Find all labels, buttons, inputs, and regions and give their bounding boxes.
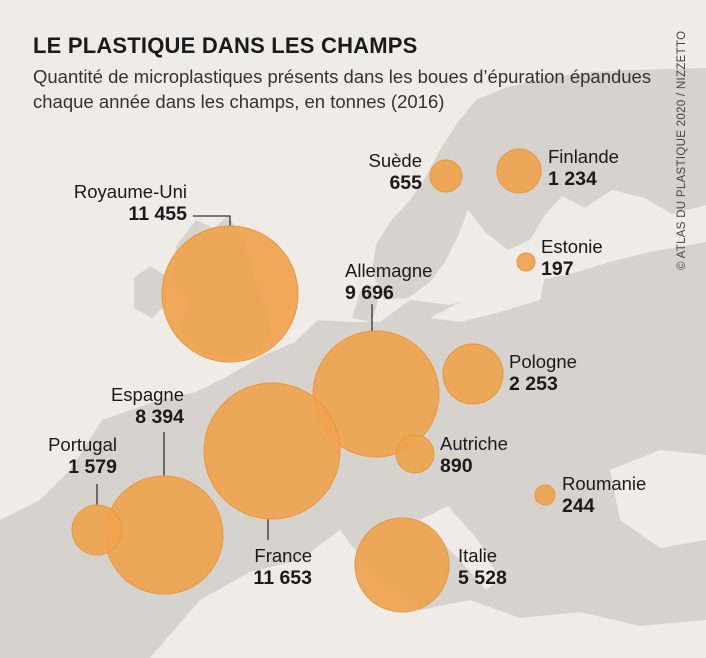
country-name: Royaume-Uni (73, 181, 187, 202)
bubble-royaume-uni (161, 225, 299, 363)
bubble-roumanie (534, 484, 556, 506)
label-roumanie: Roumanie 244 (562, 473, 646, 518)
bubbles (71, 148, 556, 613)
label-allemagne: Allemagne 9 696 (345, 260, 432, 305)
ireland-land (134, 266, 166, 318)
country-value: 890 (440, 455, 473, 477)
mediterranean-sea (150, 530, 706, 658)
country-name: Allemagne (345, 260, 433, 281)
country-name: Espagne (110, 384, 184, 405)
bubble-pologne (442, 343, 504, 405)
country-value: 11 653 (253, 567, 312, 589)
baltic-sea (430, 250, 548, 322)
scandinavia-land (372, 68, 706, 300)
country-name: Suède (368, 150, 423, 171)
bubble-portugal (71, 504, 123, 556)
country-value: 197 (541, 258, 574, 280)
label-pologne: Pologne 2 253 (509, 351, 577, 396)
label-finlande: Finlande 1 234 (548, 146, 619, 191)
label-autriche: Autriche 890 (440, 433, 508, 478)
country-name: Estonie (541, 236, 603, 257)
country-value: 2 253 (509, 373, 558, 395)
country-value: 8 394 (135, 406, 184, 428)
country-value: 655 (389, 172, 422, 194)
country-value: 9 696 (345, 282, 394, 304)
country-value: 244 (562, 495, 595, 517)
bubble-suede (429, 159, 463, 193)
label-estonie: Estonie 197 (541, 236, 603, 281)
adriatic-sea (420, 506, 500, 590)
label-france: France 11 653 (200, 545, 312, 590)
seas (150, 250, 706, 658)
country-value: 5 528 (458, 567, 507, 589)
label-portugal: Portugal 1 579 (20, 434, 117, 479)
leader-line-royaume-uni (193, 215, 231, 226)
country-name: Portugal (48, 434, 117, 455)
credit-text: © ATLAS DU PLASTIQUE 2020 / NIZZETTO (676, 30, 688, 270)
country-name: Pologne (509, 351, 577, 372)
country-name: Autriche (440, 433, 508, 454)
country-name: Italie (458, 545, 498, 566)
country-name: Finlande (548, 146, 619, 167)
page-title: LE PLASTIQUE DANS LES CHAMPS (33, 33, 418, 58)
country-value: 11 455 (128, 203, 187, 225)
bubble-allemagne (312, 330, 440, 458)
label-espagne: Espagne 8 394 (80, 384, 184, 429)
leader-lines (96, 215, 373, 540)
label-suede: Suède 655 (330, 150, 423, 195)
black-sea (610, 450, 706, 548)
bubble-finlande (496, 148, 542, 194)
bubble-france (203, 382, 341, 520)
bubble-italie (354, 517, 450, 613)
label-royaume-uni: Royaume-Uni 11 455 (40, 181, 187, 226)
bubble-autriche (395, 434, 435, 474)
country-value: 1 579 (68, 456, 117, 478)
page-subtitle: Quantité de microplastiques présents dan… (33, 66, 652, 112)
country-name: France (254, 545, 312, 566)
country-name: Roumanie (562, 473, 647, 494)
country-value: 1 234 (548, 168, 597, 190)
label-italie: Italie 5 528 (458, 545, 507, 590)
bubble-estonie (516, 252, 536, 272)
